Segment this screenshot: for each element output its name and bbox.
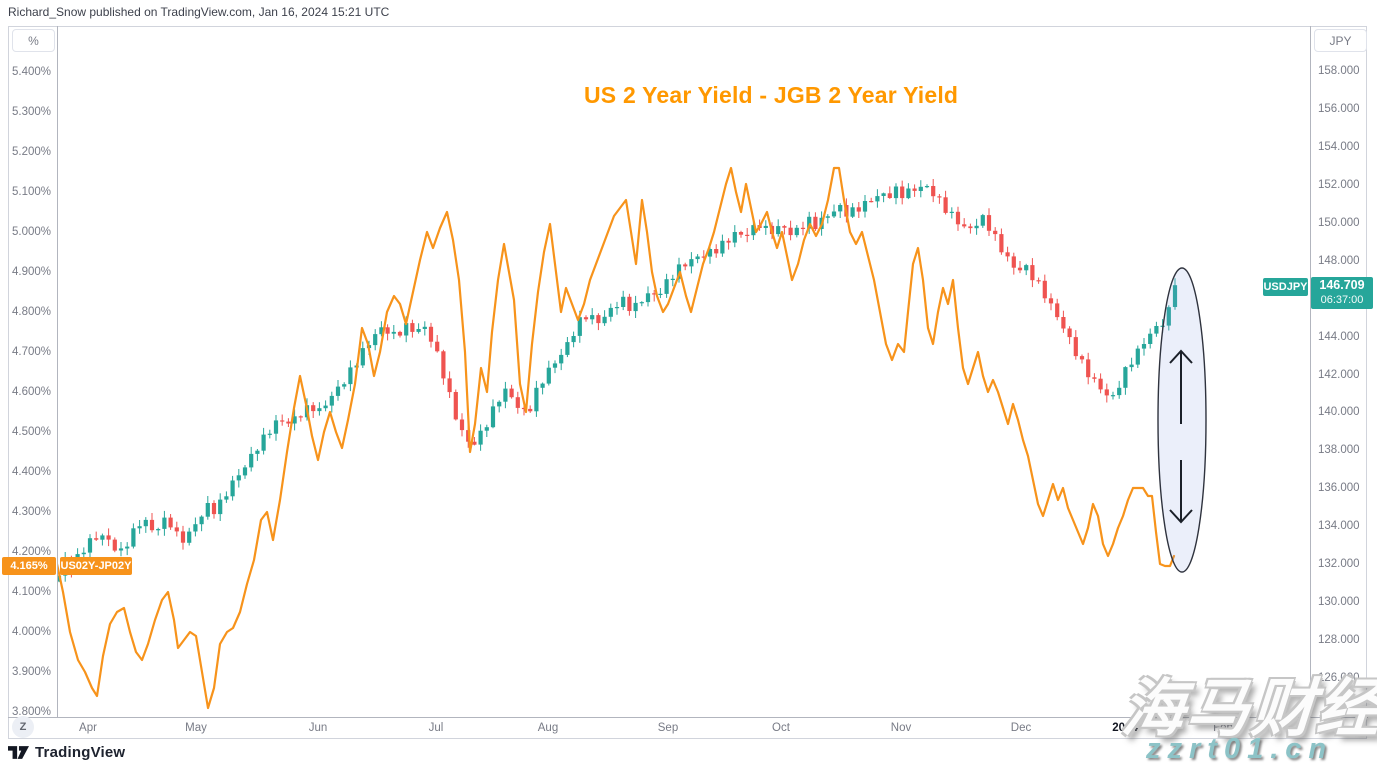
right-axis-tick: 126.000 xyxy=(1318,672,1360,685)
right-axis-tick: 152.000 xyxy=(1318,178,1360,191)
time-axis-label: 2024 xyxy=(1112,722,1138,734)
time-axis-label: Oct xyxy=(772,722,790,734)
right-axis-tick: 156.000 xyxy=(1318,102,1360,115)
attribution-text: Richard_Snow published on TradingView.co… xyxy=(8,5,390,19)
time-axis-label: Jul xyxy=(428,722,444,734)
tradingview-mark-icon xyxy=(8,746,29,759)
right-axis-tick: 130.000 xyxy=(1318,596,1360,609)
right-axis-tick: 138.000 xyxy=(1318,444,1360,457)
right-axis-unit-button[interactable]: JPY xyxy=(1314,29,1367,52)
watermark-url: zzrt01.cn xyxy=(1146,733,1334,765)
chart-title: US 2 Year Yield - JGB 2 Year Yield xyxy=(584,82,959,108)
tradingview-logo-text: TradingView xyxy=(35,744,126,761)
right-axis-tick: 148.000 xyxy=(1318,254,1360,267)
chart-frame xyxy=(8,26,1367,739)
left-axis-tick: 5.000% xyxy=(11,226,51,238)
time-axis-label: Feb xyxy=(1213,722,1233,734)
usdjpy-price-label: 146.709 06:37:00 xyxy=(1311,277,1373,309)
timezone-button[interactable]: Z xyxy=(12,716,34,738)
right-axis-separator xyxy=(1310,26,1311,717)
annotation-arrow-down[interactable] xyxy=(1169,460,1193,524)
right-axis-tick: 158.000 xyxy=(1318,65,1360,77)
right-axis-tick: 136.000 xyxy=(1318,482,1360,495)
right-axis-tick: 128.000 xyxy=(1318,634,1360,647)
candlestick-series xyxy=(58,179,1178,583)
spread-series-name-label[interactable]: US02Y-JP02Y xyxy=(60,557,132,575)
usdjpy-countdown: 06:37:00 xyxy=(1320,294,1364,306)
spread-last-value-label: 4.165% xyxy=(2,557,56,575)
left-axis-tick: 4.800% xyxy=(11,306,51,318)
left-axis-tick: 4.600% xyxy=(11,386,51,398)
left-axis-separator xyxy=(57,26,58,717)
left-axis-tick: 4.300% xyxy=(11,506,51,518)
right-axis-tick: 140.000 xyxy=(1318,406,1360,419)
left-axis-tick: 4.500% xyxy=(11,426,51,438)
left-axis-tick: 5.200% xyxy=(11,146,51,158)
auto-scale-button[interactable]: A xyxy=(1328,721,1336,733)
right-axis-tick: 132.000 xyxy=(1318,558,1360,571)
time-axis-label: Dec xyxy=(1010,722,1032,734)
time-axis-label: Sep xyxy=(657,722,679,734)
right-axis-tick: 142.000 xyxy=(1318,368,1360,381)
left-axis-tick: 5.100% xyxy=(11,186,51,198)
left-axis-tick: 5.300% xyxy=(11,106,51,118)
left-axis-tick: 3.900% xyxy=(11,666,51,678)
left-axis-tick: 3.800% xyxy=(11,706,51,718)
left-axis-tick: 4.100% xyxy=(11,586,51,598)
time-axis-label: Apr xyxy=(79,722,97,734)
annotation-arrow-up[interactable] xyxy=(1169,349,1193,424)
right-axis-tick: 150.000 xyxy=(1318,216,1360,229)
time-axis-label: May xyxy=(185,722,207,734)
time-axis-label: Jun xyxy=(308,722,328,734)
time-axis-label: Nov xyxy=(890,722,912,734)
spread-line-series xyxy=(58,166,1176,710)
right-axis-tick: 134.000 xyxy=(1318,520,1360,533)
left-axis-tick: 4.200% xyxy=(11,546,51,558)
time-axis-label: Aug xyxy=(537,722,559,734)
left-axis-unit-button[interactable]: % xyxy=(12,29,55,52)
left-axis-tick: 4.900% xyxy=(11,266,51,278)
left-axis-tick: 4.700% xyxy=(11,346,51,358)
left-axis-tick: 4.000% xyxy=(11,626,51,638)
tradingview-logo[interactable]: TradingView xyxy=(8,744,125,761)
right-axis-tick: 154.000 xyxy=(1318,140,1360,153)
left-axis-tick: 4.400% xyxy=(11,466,51,478)
right-axis-tick: 144.000 xyxy=(1318,330,1360,343)
time-axis-separator xyxy=(8,717,1368,718)
usdjpy-last-price: 146.709 xyxy=(1319,278,1365,292)
usdjpy-series-name-label[interactable]: USDJPY xyxy=(1263,278,1308,296)
left-axis-tick: 5.400% xyxy=(11,66,51,78)
